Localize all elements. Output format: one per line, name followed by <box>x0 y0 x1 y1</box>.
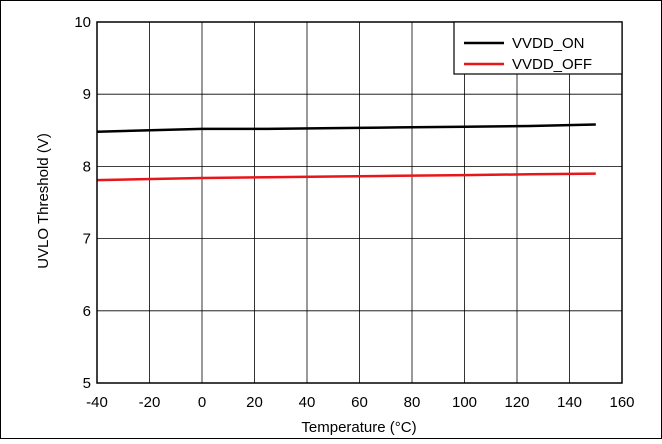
x-tick-label: -40 <box>86 394 108 411</box>
legend-label-vvdd-on: VVDD_ON <box>512 35 585 52</box>
x-tick-label: 120 <box>504 394 529 411</box>
x-tick-label: 80 <box>404 394 421 411</box>
x-axis-label: Temperature (°C) <box>301 419 416 436</box>
y-tick-label: 8 <box>83 158 91 175</box>
series-line-vvdd-off <box>96 172 596 182</box>
x-tick-label: 140 <box>557 394 582 411</box>
legend: VVDD_ON VVDD_OFF <box>453 21 623 75</box>
y-tick-labels: 5 6 7 8 9 10 <box>74 14 91 392</box>
x-tick-label: 40 <box>299 394 316 411</box>
y-tick-label: 5 <box>83 375 91 392</box>
x-tick-label: 0 <box>198 394 206 411</box>
legend-label-vvdd-off: VVDD_OFF <box>512 56 592 73</box>
x-tick-label: 60 <box>351 394 368 411</box>
x-tick-labels: -40 -20 0 20 40 60 80 100 120 140 160 <box>86 394 634 411</box>
y-tick-label: 6 <box>83 303 91 320</box>
series-line-vvdd-on <box>96 123 596 133</box>
plot-area-border <box>96 21 623 384</box>
y-tick-label: 9 <box>83 86 91 103</box>
x-tick-label: -20 <box>139 394 161 411</box>
x-tick-label: 100 <box>452 394 477 411</box>
x-tick-label: 20 <box>246 394 263 411</box>
x-tick-label: 160 <box>609 394 634 411</box>
y-axis-label: UVLO Threshold (V) <box>35 133 52 269</box>
y-tick-label: 10 <box>74 14 91 31</box>
legend-box <box>453 21 623 75</box>
y-tick-label: 7 <box>83 231 91 248</box>
series-layer <box>96 123 596 182</box>
